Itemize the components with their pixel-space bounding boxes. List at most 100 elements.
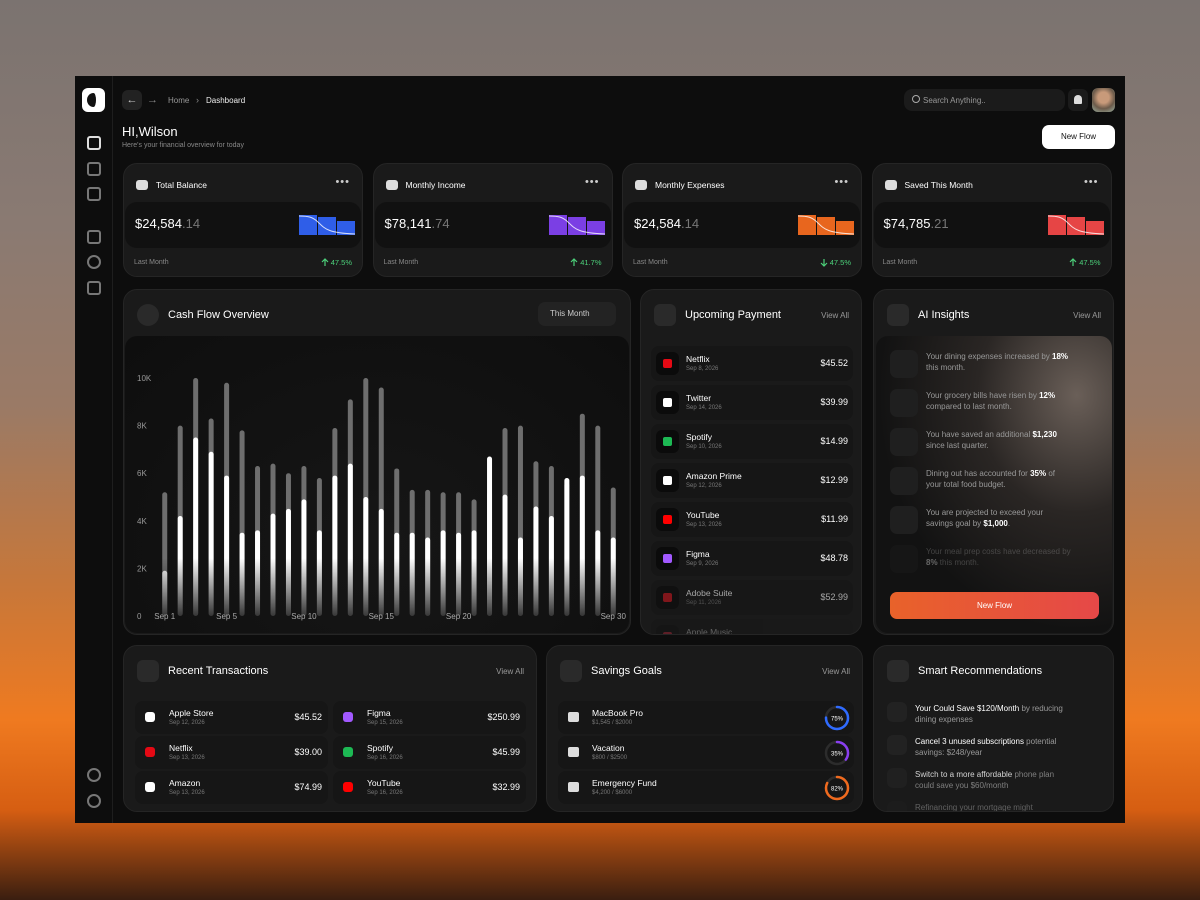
nav-profile[interactable]: [87, 768, 101, 782]
brand-icon: [343, 782, 353, 792]
nav-goals[interactable]: [87, 255, 101, 269]
bar: [162, 570, 168, 616]
bar: [332, 475, 338, 616]
card-icon: [137, 660, 159, 682]
stat-footer: Last Month: [633, 259, 668, 266]
stat-change: 47.5%: [820, 258, 851, 267]
goal-name: Vacation: [592, 743, 625, 753]
payment-amount: $12.99: [820, 475, 848, 485]
breadcrumb-current: Dashboard: [206, 96, 246, 105]
card-title: Recent Transactions: [168, 665, 269, 677]
button-label: New Flow: [976, 601, 1013, 610]
goal-row: Vacation $800 / $2500 35%: [558, 736, 854, 769]
recent-transactions-card: Recent Transactions View All Apple Store Se…: [123, 645, 537, 812]
goal-icon: [568, 782, 579, 792]
stat-change: 41.7%: [570, 258, 602, 267]
payment-row: Adobe Suite Sep 11, 2026 $52.99: [651, 580, 853, 615]
transaction-name: Figma: [367, 708, 391, 718]
graphic: [299, 215, 355, 235]
stat-change: 47.5%: [1069, 258, 1101, 267]
avatar[interactable]: [1092, 88, 1115, 112]
insight-highlight: 8%: [926, 558, 938, 567]
rec-icon: [887, 768, 907, 788]
view-all-link[interactable]: View All: [821, 311, 849, 320]
logo[interactable]: [82, 88, 105, 112]
bar: [595, 530, 601, 616]
brand-icon: [656, 469, 679, 492]
mini-chart-line: [798, 215, 854, 235]
bar: [363, 497, 369, 616]
search-placeholder: Search Anything..: [923, 96, 986, 105]
insight-segment: You are projected to exceed your savings…: [926, 508, 1044, 528]
stat-panel: $74,785.21: [873, 202, 1110, 248]
graphic: 0 2K 4K 6K 8K 10K Sep 1 Sep 5 Sep 10 Sep 15 Sep 20…: [137, 374, 626, 621]
view-all-link[interactable]: View All: [496, 667, 524, 676]
change-value: 47.5%: [330, 258, 352, 267]
bar: [548, 516, 554, 616]
bar: [517, 537, 523, 616]
nav-reports[interactable]: [87, 187, 101, 201]
nav-cards[interactable]: [87, 281, 101, 295]
brand-icon: [145, 782, 155, 792]
graphic: [1069, 258, 1077, 266]
nav-settings[interactable]: [87, 794, 101, 808]
stat-footer: Last Month: [383, 259, 419, 266]
breadcrumb-home[interactable]: Home: [168, 96, 190, 105]
rec-text: Cancel 3 unused subscriptions potential …: [915, 736, 1065, 758]
percent-label: 75%: [831, 717, 844, 723]
transaction-row: Spotify Sep 16, 2026 $45.99: [333, 736, 526, 769]
x-tick-label: Sep 5: [216, 612, 237, 621]
card-icon: [385, 180, 398, 190]
brand-icon: [145, 712, 155, 722]
bar: [193, 437, 199, 616]
view-all-link[interactable]: View All: [822, 667, 850, 676]
x-tick-label: Sep 10: [291, 612, 317, 621]
payment-date: Sep 9, 2026: [686, 561, 719, 567]
trend-arrow: [1069, 258, 1077, 266]
stat-value: $24,584.14: [634, 216, 699, 231]
payment-amount: $39.99: [820, 397, 848, 407]
cents: .74: [431, 216, 450, 231]
new-flow-button[interactable]: New Flow: [1042, 125, 1115, 149]
rec-detail: potential savings: $248/year: [915, 737, 1057, 757]
insight-segment: Your grocery bills have risen by: [926, 391, 1040, 400]
more-button[interactable]: •••: [1083, 176, 1099, 188]
goal-row: Emergency Fund $4,200 / $6000 82%: [558, 771, 854, 804]
card-icon: [560, 660, 582, 682]
nav-database[interactable]: [87, 162, 101, 176]
back-button[interactable]: ←: [122, 90, 142, 110]
bar: [409, 532, 415, 616]
bar: [224, 475, 230, 616]
bar: [533, 506, 539, 616]
view-all-link[interactable]: View All: [1073, 311, 1101, 320]
transaction-name: Netflix: [169, 743, 193, 753]
more-button[interactable]: •••: [584, 176, 600, 188]
more-button[interactable]: •••: [834, 176, 849, 188]
change-value: 41.7%: [580, 258, 602, 267]
search-box[interactable]: [904, 89, 1065, 111]
nav-dashboard[interactable]: [87, 136, 101, 150]
mini-chart-line: [1047, 215, 1104, 235]
stat-title: Monthly Expenses: [655, 180, 725, 190]
period-dropdown[interactable]: This Month: [538, 302, 616, 326]
insight-segment: Your meal prep costs have decreased by: [926, 547, 1071, 556]
payment-date: Sep 14, 2026: [686, 405, 722, 411]
nav-bills[interactable]: [87, 230, 101, 244]
bar: [564, 477, 570, 616]
brand-icon: [656, 547, 679, 570]
forward-button[interactable]: →: [147, 94, 158, 106]
payment-row: Twitter Sep 14, 2026 $39.99: [651, 385, 853, 420]
insight-highlight: $1,000: [983, 519, 1008, 528]
new-flow-button[interactable]: New Flow: [890, 592, 1099, 619]
bar: [316, 530, 322, 616]
payment-row: Netflix Sep 8, 2026 $45.52: [651, 346, 853, 381]
stat-title: Monthly Income: [405, 180, 466, 190]
bar: [301, 499, 307, 616]
notification-button[interactable]: [1068, 89, 1088, 111]
graphic: [548, 215, 605, 235]
more-button[interactable]: •••: [335, 176, 350, 188]
payment-name: Amazon Prime: [686, 471, 742, 481]
insight-segment: this month.: [926, 363, 966, 372]
transaction-row: Apple Store Sep 12, 2026 $45.52: [135, 701, 328, 734]
